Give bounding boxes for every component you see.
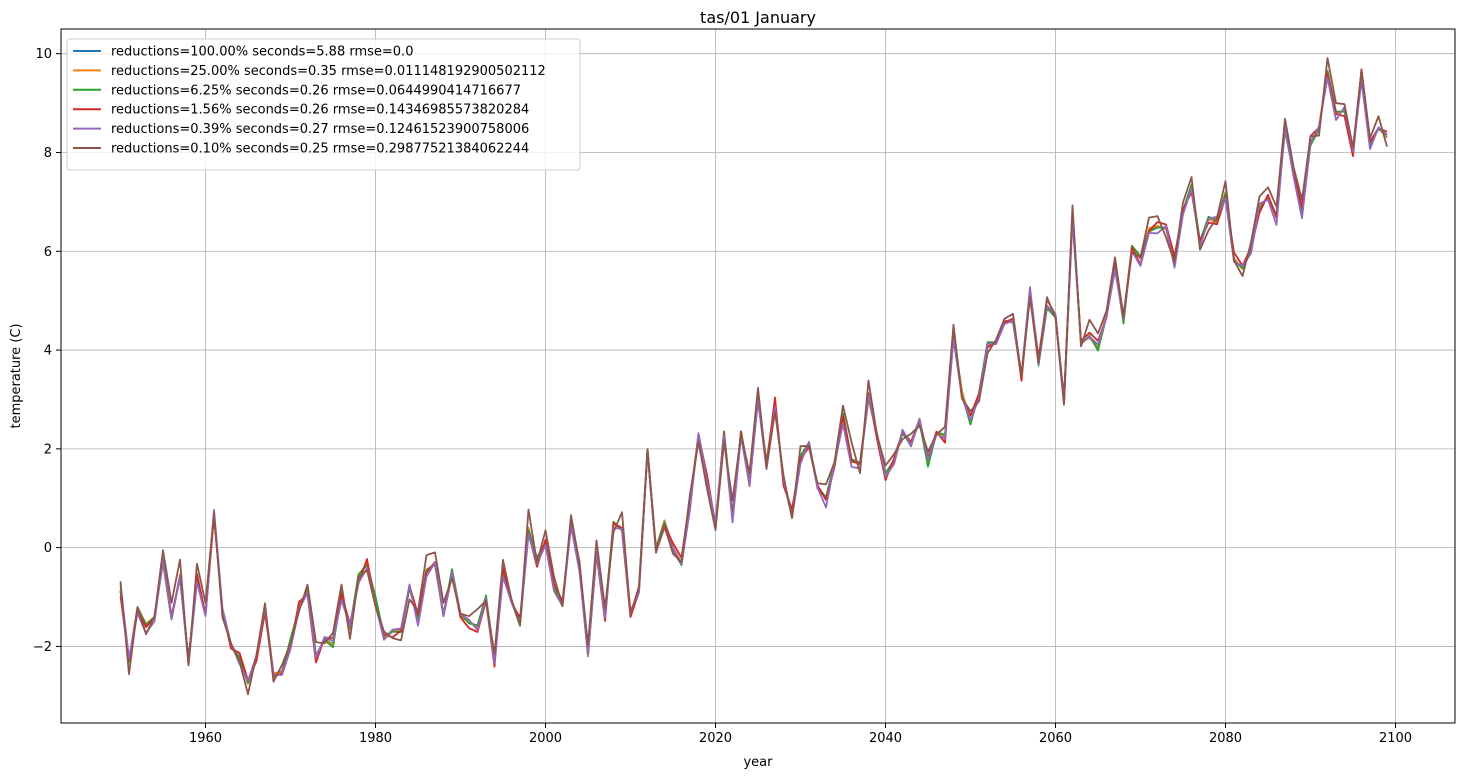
legend-entry-label-3: reductions=6.25% seconds=0.26 rmse=0.064… <box>111 83 521 98</box>
x-axis-ticks: 1960 1980 2000 2020 2040 2060 2080 2100 <box>189 723 1412 746</box>
y-tick-label: 8 <box>44 146 52 161</box>
x-tick-label: 2060 <box>1039 731 1072 746</box>
x-axis-label: year <box>743 755 773 770</box>
legend-entry-label-5: reductions=0.39% seconds=0.27 rmse=0.124… <box>111 122 529 137</box>
x-tick-label: 1960 <box>189 731 222 746</box>
series-lines <box>119 57 1388 696</box>
y-tick-label: 10 <box>35 47 52 62</box>
legend: reductions=100.00% seconds=5.88 rmse=0.0… <box>66 38 581 171</box>
y-tick-label: 6 <box>44 245 52 260</box>
x-tick-label: 2000 <box>529 731 562 746</box>
x-tick-label: 1980 <box>359 731 392 746</box>
series-line-6 <box>119 57 1388 696</box>
x-tick-label: 2040 <box>869 731 902 746</box>
legend-entry-label-2: reductions=25.00% seconds=0.35 rmse=0.01… <box>111 64 546 79</box>
y-tick-label: 4 <box>44 344 52 359</box>
y-axis-ticks: −2 0 2 4 6 8 10 <box>33 47 61 655</box>
y-tick-label: 2 <box>44 442 52 457</box>
x-tick-label: 2100 <box>1379 731 1412 746</box>
legend-box <box>66 38 581 171</box>
chart-title: tas/01 January <box>700 8 816 27</box>
y-axis-label: temperature (C) <box>9 323 24 428</box>
legend-entry-label-1: reductions=100.00% seconds=5.88 rmse=0.0 <box>111 45 413 60</box>
legend-entry-label-4: reductions=1.56% seconds=0.26 rmse=0.143… <box>111 103 529 118</box>
y-tick-label: 0 <box>44 541 52 556</box>
plot-area-frame <box>60 28 1456 724</box>
x-tick-label: 2020 <box>699 731 732 746</box>
legend-entry-label-6: reductions=0.10% seconds=0.25 rmse=0.298… <box>111 142 529 157</box>
x-tick-label: 2080 <box>1209 731 1242 746</box>
y-tick-label: −2 <box>33 640 52 655</box>
series-line-5 <box>119 76 1388 682</box>
